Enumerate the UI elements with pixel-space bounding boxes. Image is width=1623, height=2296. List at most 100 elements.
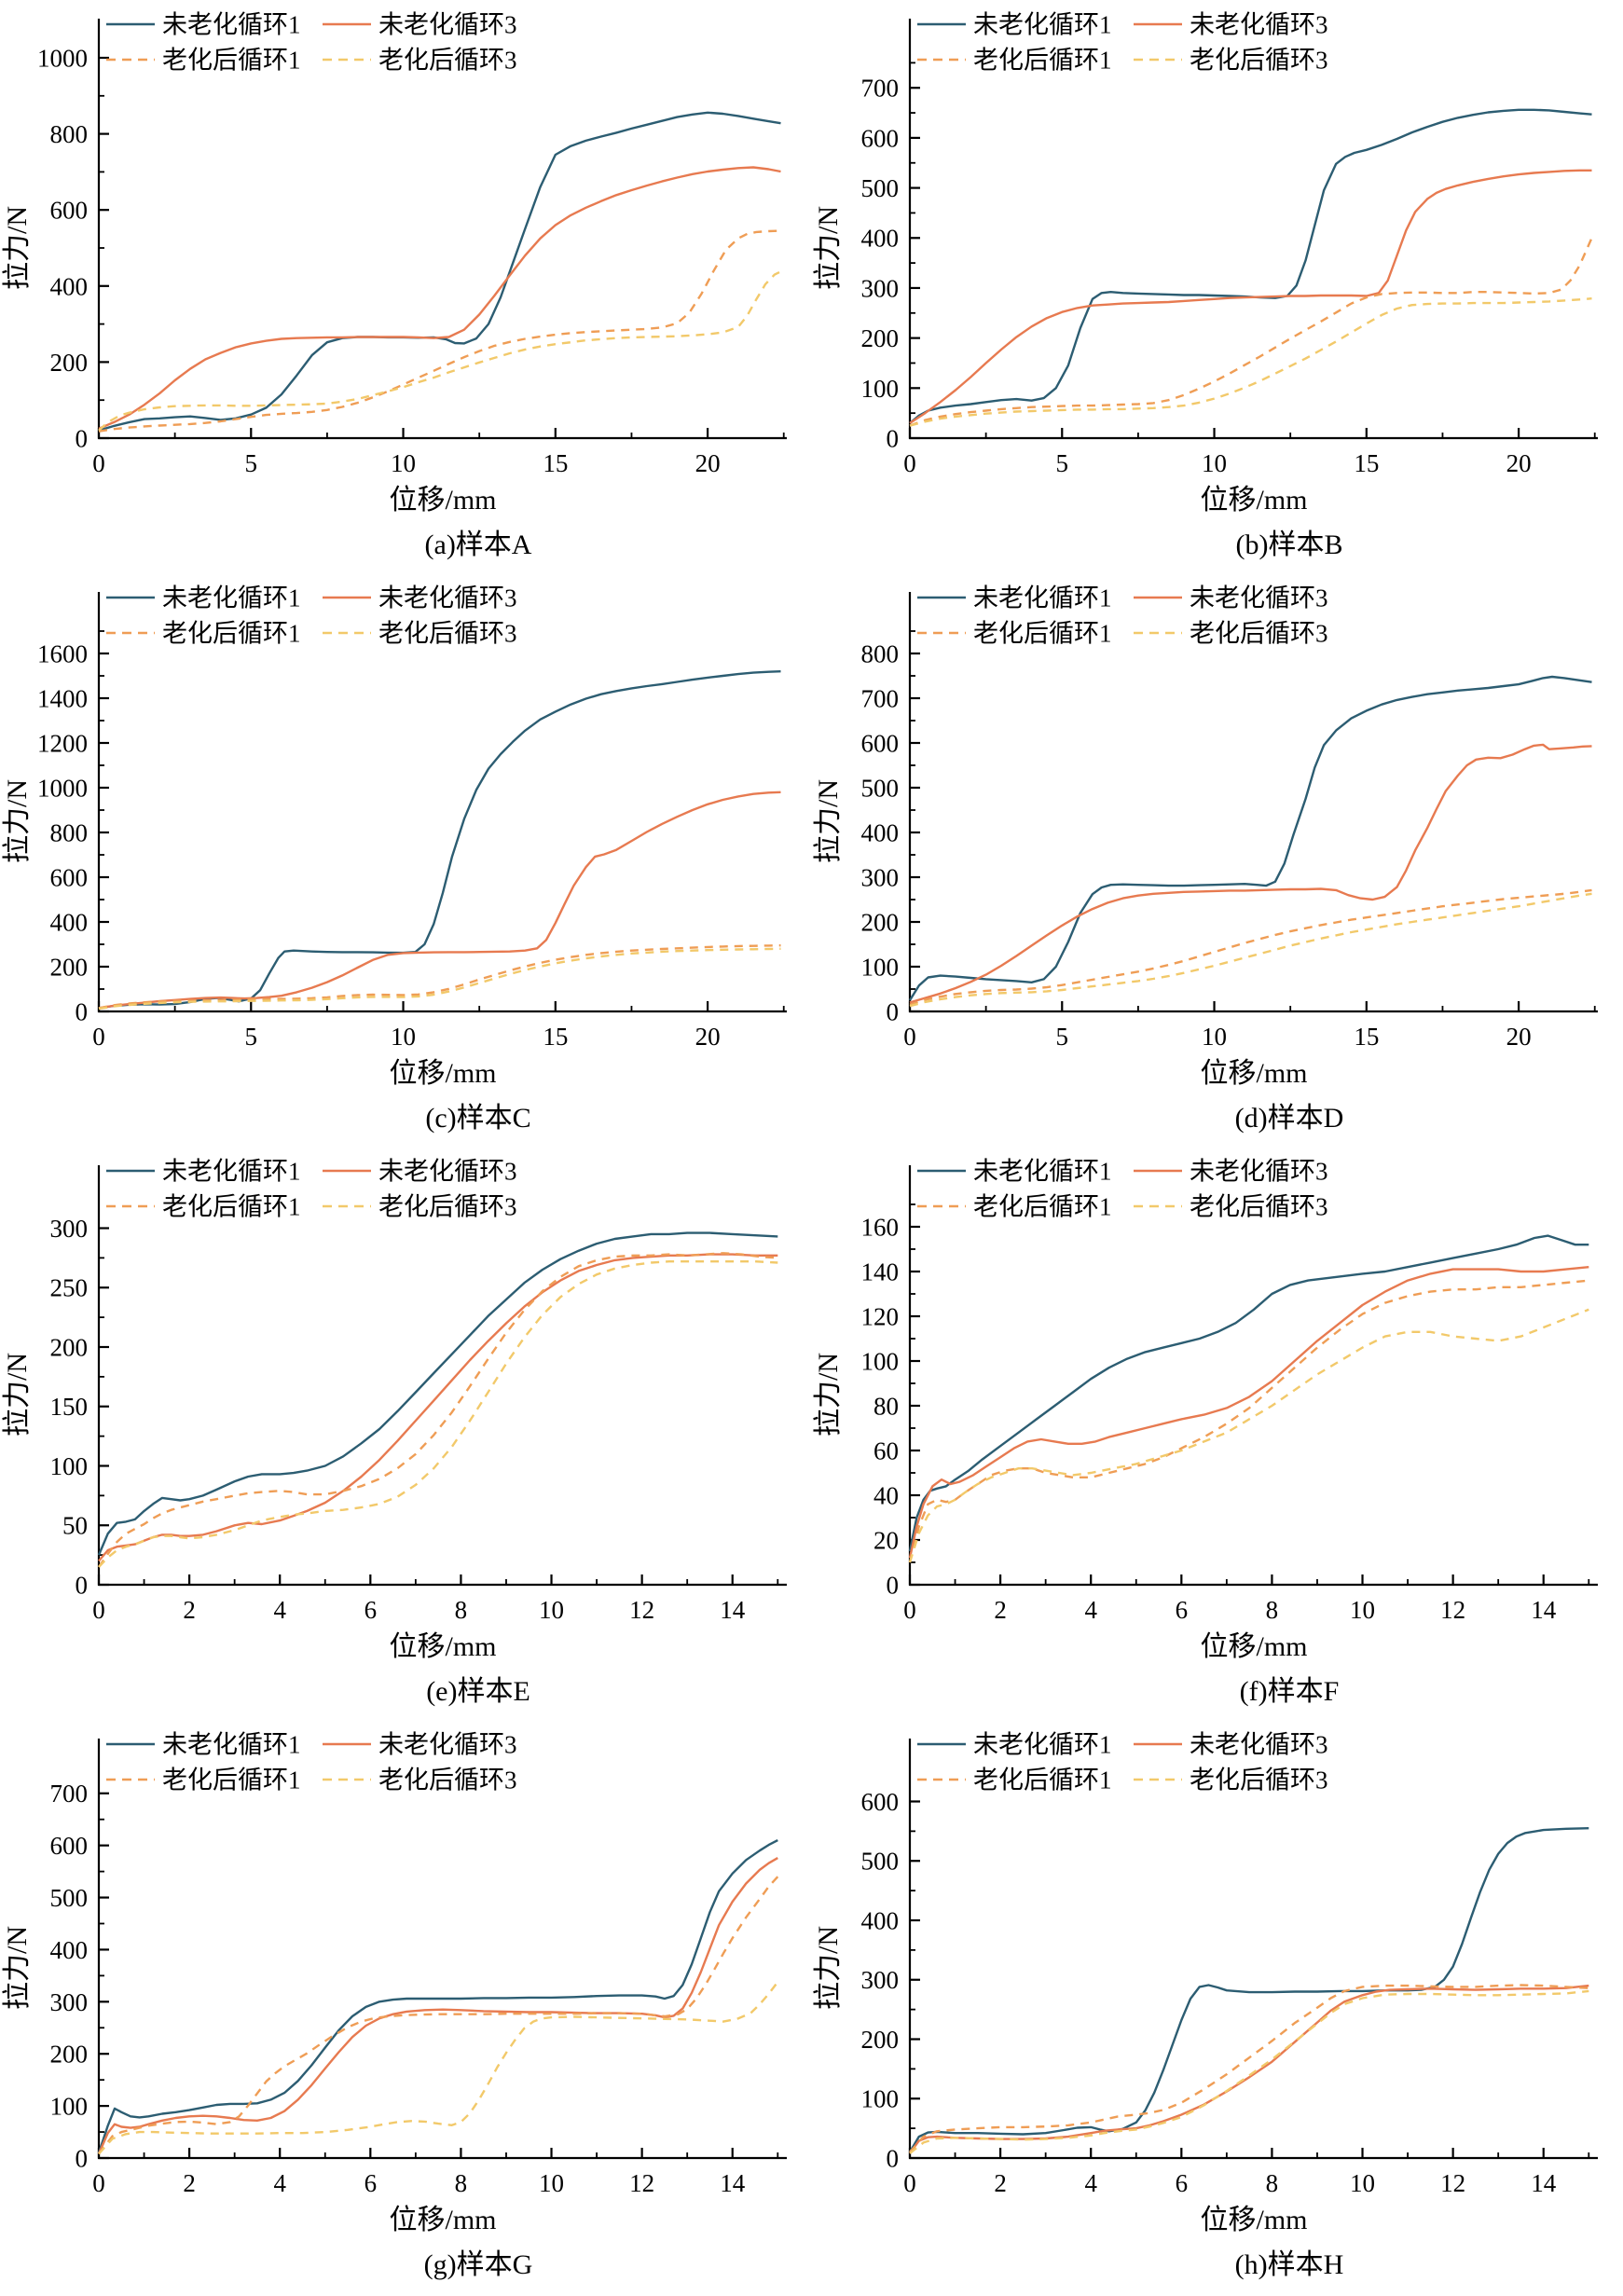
series-unaged3 [98,1253,778,1562]
series-unaged3 [909,169,1592,424]
legend-item-unaged3: 未老化循环3 [1134,1157,1328,1185]
series-unaged1 [908,1827,1589,2153]
y-tick-label: 400 [50,908,89,936]
y-tick-label: 500 [50,1884,89,1912]
plot-sample-h: 0 100 200 300 400 500 600 0 2 4 6 8 10 12 14 位移/mm 拉力/N 未… [813,1730,1598,2235]
legend-item-aged3: 老化后循环3 [323,1192,517,1220]
legend-item-unaged3: 未老化循环3 [1134,10,1328,38]
legend-label-unaged1: 未老化循环1 [973,10,1112,38]
y-tick-label: 300 [861,863,900,891]
y-tick-label: 80 [873,1392,899,1420]
x-tick-label: 10 [539,2169,564,2197]
axis-lines [908,592,1598,1013]
legend-item-unaged1: 未老化循环1 [917,584,1112,612]
x-axis-title: 位移/mm [1200,2205,1307,2235]
legend-item-unaged1: 未老化循环1 [917,1730,1112,1758]
y-tick-label: 400 [861,1906,900,1934]
y-tick-label: 0 [76,997,89,1025]
x-tick-label: 0 [92,1596,105,1624]
x-tick-label: 0 [92,449,105,477]
legend-item-aged1: 老化后循环1 [917,46,1112,74]
x-tick-label: 6 [364,1596,378,1624]
y-tick-label: 200 [50,1333,89,1361]
series-aged1 [98,944,781,1010]
x-tick-label: 5 [245,449,258,477]
x-tick-label: 12 [1440,1596,1465,1624]
chart-caption-e: (e)样本E [426,1676,530,1707]
axis-lines [908,1165,1598,1587]
chart-caption-a: (a)样本A [424,529,532,560]
y-tick-label: 600 [861,1788,900,1816]
x-tick-label: 4 [273,2169,286,2197]
y-tick-label: 100 [861,953,900,981]
legend-item-unaged1: 未老化循环1 [106,1730,301,1758]
y-axis-title: 拉力/N [2,779,33,863]
legend-label-unaged1: 未老化循环1 [973,1157,1112,1185]
y-tick-label: 100 [50,1452,89,1480]
y-tick-label: 600 [861,729,900,757]
y-tick-label: 400 [50,1936,89,1964]
legend-item-unaged3: 未老化循环3 [323,584,517,612]
legend-label-unaged3: 未老化循环3 [378,584,517,612]
chart-sample-b: 0 100 200 300 400 500 600 700 0 5 10 15 20 位移/mm 拉力/N 未… [811,0,1623,573]
legend-item-unaged3: 未老化循环3 [1134,584,1328,612]
series-aged3 [909,1989,1589,2154]
series-aged3 [909,892,1592,1008]
y-tick-label: 250 [50,1274,89,1302]
series-unaged1 [98,111,781,432]
series-aged3 [98,270,782,432]
x-tick-label: 14 [720,1596,746,1624]
legend-item-aged1: 老化后循环1 [106,1192,301,1220]
x-tick-label: 12 [629,2169,654,2197]
legend-label-aged1: 老化后循环1 [162,1766,301,1794]
series-unaged1 [97,1231,778,1556]
x-axis-title: 位移/mm [389,2205,496,2235]
y-tick-label: 150 [50,1393,89,1421]
legend-label-aged3: 老化后循环3 [378,1192,517,1220]
y-tick-label: 500 [861,1848,900,1876]
chart-sample-a: 0 200 400 600 800 1000 0 5 10 15 20 位移/mm 拉力/N 未老化循环1… [0,0,811,573]
y-tick-label: 100 [861,1347,900,1375]
legend-item-aged3: 老化后循环3 [1134,619,1328,647]
y-tick-label: 120 [861,1302,900,1330]
legend-item-aged1: 老化后循环1 [917,1192,1112,1220]
y-tick-label: 50 [62,1512,88,1540]
legend-label-unaged3: 未老化循环3 [1190,1157,1328,1185]
legend-label-aged1: 老化后循环1 [162,619,301,647]
y-axis-title: 拉力/N [813,1353,844,1437]
x-axis-title: 位移/mm [389,485,496,516]
chart-sample-f: 0 20 40 60 80 100 120 140 160 0 2 4 6 8 10 12 14 位移/mm 拉力/… [811,1147,1623,1720]
legend-item-unaged1: 未老化循环1 [917,1157,1112,1185]
legend-item-aged3: 老化后循环3 [1134,1766,1328,1794]
x-tick-label: 10 [1202,1023,1227,1051]
y-tick-label: 20 [873,1526,899,1554]
x-tick-label: 10 [391,449,416,477]
x-tick-label: 0 [903,1023,916,1051]
legend-item-aged1: 老化后循环1 [917,619,1112,647]
legend-label-aged1: 老化后循环1 [162,1192,301,1220]
series-unaged1 [908,1234,1589,1552]
x-tick-label: 4 [1084,1596,1097,1624]
series-aged1 [98,229,781,433]
axis-lines [908,19,1598,440]
x-tick-label: 10 [539,1596,564,1624]
x-tick-label: 5 [1056,1023,1069,1051]
y-tick-label: 600 [50,1832,89,1860]
legend-item-aged1: 老化后循环1 [106,1766,301,1794]
series-aged3 [908,1308,1589,1563]
legend-label-unaged3: 未老化循环3 [378,1157,517,1185]
legend-label-aged1: 老化后循环1 [973,1766,1112,1794]
y-tick-label: 0 [887,2144,900,2172]
legend-item-aged1: 老化后循环1 [106,619,301,647]
series-unaged3 [908,1266,1589,1559]
legend-label-aged1: 老化后循环1 [973,1192,1112,1220]
x-tick-label: 0 [92,2169,105,2197]
legend-label-aged3: 老化后循环3 [1190,1766,1328,1794]
y-tick-label: 0 [887,997,900,1025]
y-tick-label: 700 [861,75,900,103]
y-tick-label: 1600 [37,639,88,667]
axis-lines [908,1739,1598,2160]
y-tick-label: 140 [861,1258,900,1285]
y-tick-label: 100 [861,375,900,403]
x-tick-label: 4 [273,1596,286,1624]
